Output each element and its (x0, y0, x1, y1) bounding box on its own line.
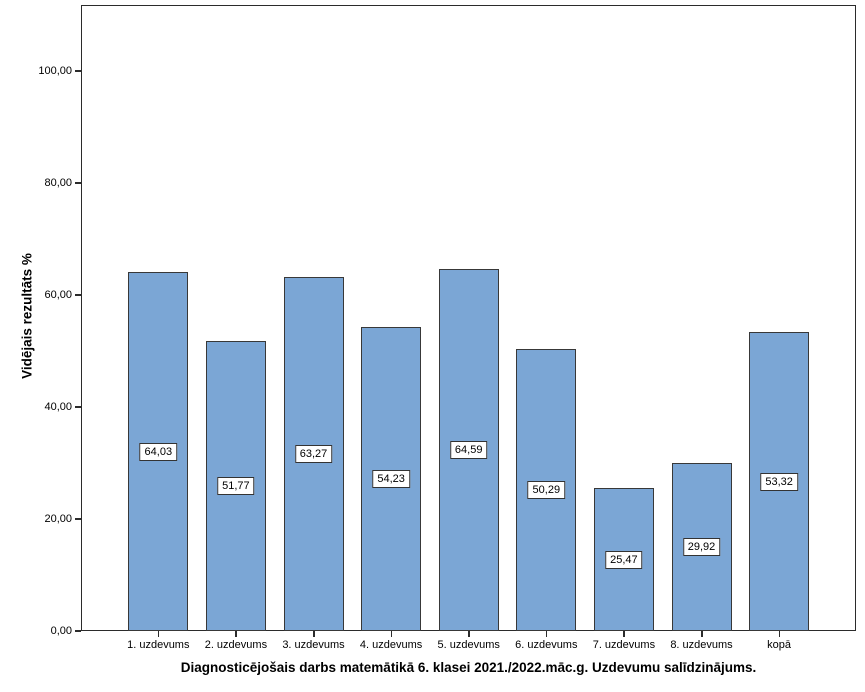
bar-value-label: 51,77 (217, 477, 255, 496)
x-tick-mark (313, 631, 315, 637)
x-tick-label: 5. uzdevums (437, 639, 500, 651)
x-tick-label: 6. uzdevums (515, 639, 578, 651)
x-tick-label: 7. uzdevums (592, 639, 656, 651)
y-tick-mark (75, 294, 81, 296)
x-tick-mark (623, 631, 625, 637)
y-tick-mark (75, 182, 81, 184)
x-tick-mark (157, 631, 160, 637)
x-tick-label: 4. uzdevums (359, 639, 423, 651)
bar-value-label: 63,27 (294, 444, 333, 463)
y-tick-label: 80,00 (44, 177, 72, 190)
bar-value-label: 54,23 (372, 470, 410, 489)
y-tick-label: 100,00 (38, 65, 72, 78)
y-tick-label: 20,00 (44, 513, 72, 525)
bar-value-label: 50,29 (527, 481, 566, 500)
bar-value-label: 29,92 (682, 538, 721, 557)
x-tick-mark (778, 631, 781, 637)
x-tick-mark (701, 631, 703, 637)
bar-value-label: 64,59 (449, 441, 488, 460)
y-tick-label: 0,00 (50, 625, 72, 637)
y-axis-title: Vidējais rezultāts % (19, 253, 35, 379)
x-tick-label: kopā (767, 639, 792, 651)
y-tick-label: 40,00 (44, 401, 72, 414)
x-tick-mark (545, 631, 548, 637)
chart-title: Diagnosticējošais darbs matemātikā 6. kl… (180, 660, 757, 675)
y-tick-mark (75, 518, 81, 520)
bar-value-label: 53,32 (760, 472, 798, 491)
y-tick-mark (75, 70, 81, 72)
x-tick-mark (390, 631, 393, 637)
y-tick-mark (75, 406, 81, 408)
x-tick-mark (235, 631, 237, 637)
x-tick-label: 2. uzdevums (204, 639, 268, 651)
y-tick-mark (75, 630, 81, 632)
x-tick-label: 3. uzdevums (282, 639, 345, 651)
y-tick-label: 60,00 (44, 289, 72, 302)
bar-value-label: 25,47 (605, 550, 643, 569)
x-tick-label: 1. uzdevums (127, 639, 190, 651)
x-tick-label: 8. uzdevums (670, 639, 733, 651)
x-tick-mark (468, 631, 470, 637)
bar-value-label: 64,03 (139, 442, 178, 461)
